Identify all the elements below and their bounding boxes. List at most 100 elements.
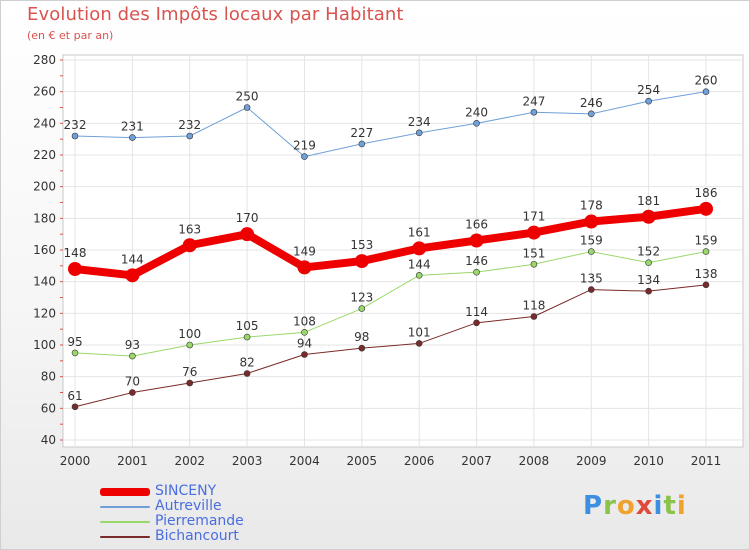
y-tick-label: 180: [33, 211, 56, 225]
data-label: 254: [637, 83, 660, 97]
data-label: 227: [350, 126, 373, 140]
x-tick-label: 2001: [117, 454, 148, 468]
legend-item-pierremande: Pierremande: [100, 514, 244, 529]
series-line-bichancourt: [74, 284, 707, 408]
legend-item-sinceny: SINCENY: [100, 484, 244, 499]
data-point: [584, 214, 599, 229]
logo-letter: x: [635, 491, 654, 521]
data-label: 250: [236, 90, 259, 104]
legend-item-autreville: Autreville: [100, 499, 244, 514]
data-label: 148: [64, 246, 87, 260]
data-point: [129, 134, 136, 141]
data-point: [530, 108, 538, 116]
data-label: 219: [293, 139, 316, 153]
data-point: [240, 227, 255, 242]
data-point: [186, 341, 194, 349]
data-point: [354, 254, 369, 269]
data-point: [699, 201, 713, 216]
y-tick-label: 40: [41, 433, 56, 447]
data-label: 151: [522, 246, 545, 260]
data-point: [412, 241, 427, 256]
data-point: [243, 370, 251, 377]
data-label: 240: [465, 105, 488, 119]
data-point: [587, 110, 595, 118]
data-label: 260: [695, 74, 718, 88]
legend-swatch: [100, 487, 150, 496]
x-tick-label: 2011: [691, 454, 722, 468]
data-label: 178: [580, 199, 603, 213]
data-point: [473, 268, 480, 276]
y-tick-label: 80: [41, 370, 56, 384]
x-tick-label: 2010: [633, 454, 664, 468]
data-point: [530, 313, 538, 320]
data-label: 153: [350, 238, 373, 252]
logo-letter: r: [603, 491, 617, 521]
data-label: 232: [178, 118, 201, 132]
data-point: [641, 209, 656, 224]
y-tick-label: 100: [33, 338, 56, 352]
y-tick-label: 60: [41, 401, 56, 415]
data-label: 93: [125, 338, 140, 352]
data-label: 159: [695, 234, 718, 248]
data-point: [415, 272, 423, 279]
data-point: [301, 351, 308, 358]
data-label: 100: [178, 327, 201, 341]
data-point: [702, 88, 710, 95]
y-tick-label: 200: [33, 180, 56, 194]
data-label: 166: [465, 218, 488, 232]
data-label: 61: [67, 389, 82, 403]
series-line-pierremande: [74, 251, 707, 357]
data-point: [702, 281, 710, 289]
data-point: [473, 120, 480, 127]
x-tick-label: 2003: [232, 454, 263, 468]
x-tick-label: 2009: [576, 454, 607, 468]
x-tick-label: 2005: [347, 454, 378, 468]
data-point: [415, 129, 423, 137]
data-label: 234: [408, 115, 431, 129]
data-label: 101: [408, 325, 431, 339]
legend-label: SINCENY: [155, 483, 217, 499]
x-tick-label: 2000: [60, 454, 91, 468]
y-tick-label: 140: [33, 275, 56, 289]
data-label: 231: [121, 120, 144, 134]
chart-subtitle: (en € et par an): [27, 29, 114, 42]
x-tick-label: 2006: [404, 454, 435, 468]
data-label: 232: [64, 118, 87, 132]
data-point: [358, 305, 366, 312]
legend-swatch: [100, 505, 150, 508]
data-label: 247: [522, 94, 545, 108]
data-point: [186, 132, 194, 140]
data-label: 161: [408, 225, 431, 239]
legend-label: Bichancourt: [155, 528, 239, 544]
data-label: 123: [350, 291, 373, 305]
chart-title: Evolution des Impôts locaux par Habitant: [27, 4, 404, 25]
data-label: 170: [236, 211, 259, 225]
data-label: 134: [637, 273, 660, 287]
data-label: 98: [354, 330, 369, 344]
data-label: 135: [580, 272, 603, 286]
data-point: [129, 352, 136, 360]
data-label: 181: [637, 194, 660, 208]
data-label: 94: [297, 337, 312, 351]
series-line-autreville: [74, 91, 707, 158]
logo-letter: i: [653, 491, 664, 521]
y-tick-label: 120: [33, 306, 56, 320]
data-point: [526, 225, 541, 240]
data-point: [645, 287, 652, 295]
data-label: 95: [67, 335, 82, 349]
data-point: [645, 97, 652, 105]
data-point: [71, 403, 79, 411]
data-point: [469, 233, 484, 248]
y-tick-label: 260: [33, 85, 56, 99]
data-label: 186: [695, 186, 718, 200]
logo-letter: t: [663, 491, 677, 521]
x-tick-label: 2007: [461, 454, 492, 468]
data-point: [645, 259, 652, 266]
proxiti-logo: Proxiti: [583, 491, 687, 521]
data-point: [71, 132, 79, 140]
series-line-sinceny: [71, 204, 710, 280]
data-label: 159: [580, 234, 603, 248]
data-label: 144: [121, 252, 144, 266]
data-label: 114: [465, 305, 488, 319]
